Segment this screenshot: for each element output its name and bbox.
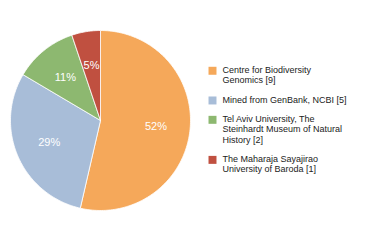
svg-text:Centre for BiodiversityGenomic: Centre for BiodiversityGenomics [9] xyxy=(223,65,312,85)
svg-text:29%: 29% xyxy=(38,136,60,148)
svg-text:The Maharaja SayajiraoUniversi: The Maharaja SayajiraoUniversity of Baro… xyxy=(223,154,319,174)
svg-text:11%: 11% xyxy=(55,71,76,83)
svg-text:5%: 5% xyxy=(84,59,100,71)
svg-text:Mined from GenBank, NCBI [5]: Mined from GenBank, NCBI [5] xyxy=(223,95,347,105)
svg-text:Tel Aviv University, TheSteinh: Tel Aviv University, TheSteinhardt Museu… xyxy=(223,114,343,145)
svg-text:52%: 52% xyxy=(145,120,167,132)
